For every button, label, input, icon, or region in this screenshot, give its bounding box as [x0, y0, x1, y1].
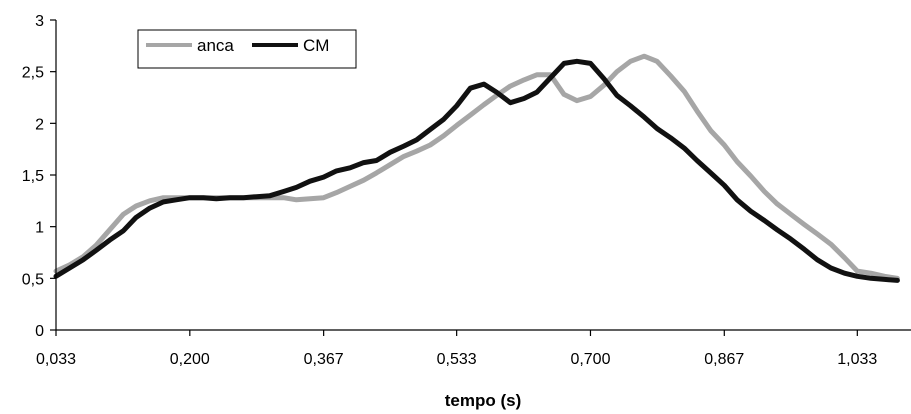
legend-label-cm: CM: [303, 36, 329, 55]
y-tick-label: 2,5: [22, 65, 44, 82]
series-line-anca: [53, 53, 900, 281]
x-tick-label: 0,700: [570, 351, 610, 368]
x-tick-label: 0,867: [704, 351, 744, 368]
x-tick-label: 1,033: [837, 351, 877, 368]
ticks-layer: 0 0,5 1 1,5 2 2,5 3 0,033 0,200 0,367 0,533 0,700 0,…: [22, 13, 878, 368]
y-tick-label: 3: [35, 13, 44, 30]
y-tick-label: 1: [35, 220, 44, 237]
y-tick-label: 2: [35, 116, 44, 133]
x-tick-label: 0,367: [304, 351, 344, 368]
series-line-cm: [53, 58, 900, 283]
y-tick-label: 0,5: [22, 271, 44, 288]
x-tick-label: 0,033: [36, 351, 76, 368]
legend: anca CM: [137, 29, 357, 69]
x-tick-label: 0,200: [170, 351, 210, 368]
x-tick-label: 0,533: [437, 351, 477, 368]
y-tick-label: 0: [35, 323, 44, 340]
series-layer: [53, 53, 900, 283]
x-axis-title: tempo (s): [445, 391, 522, 410]
legend-box: [137, 29, 357, 69]
legend-label-anca: anca: [197, 36, 234, 55]
y-tick-label: 1,5: [22, 168, 44, 185]
